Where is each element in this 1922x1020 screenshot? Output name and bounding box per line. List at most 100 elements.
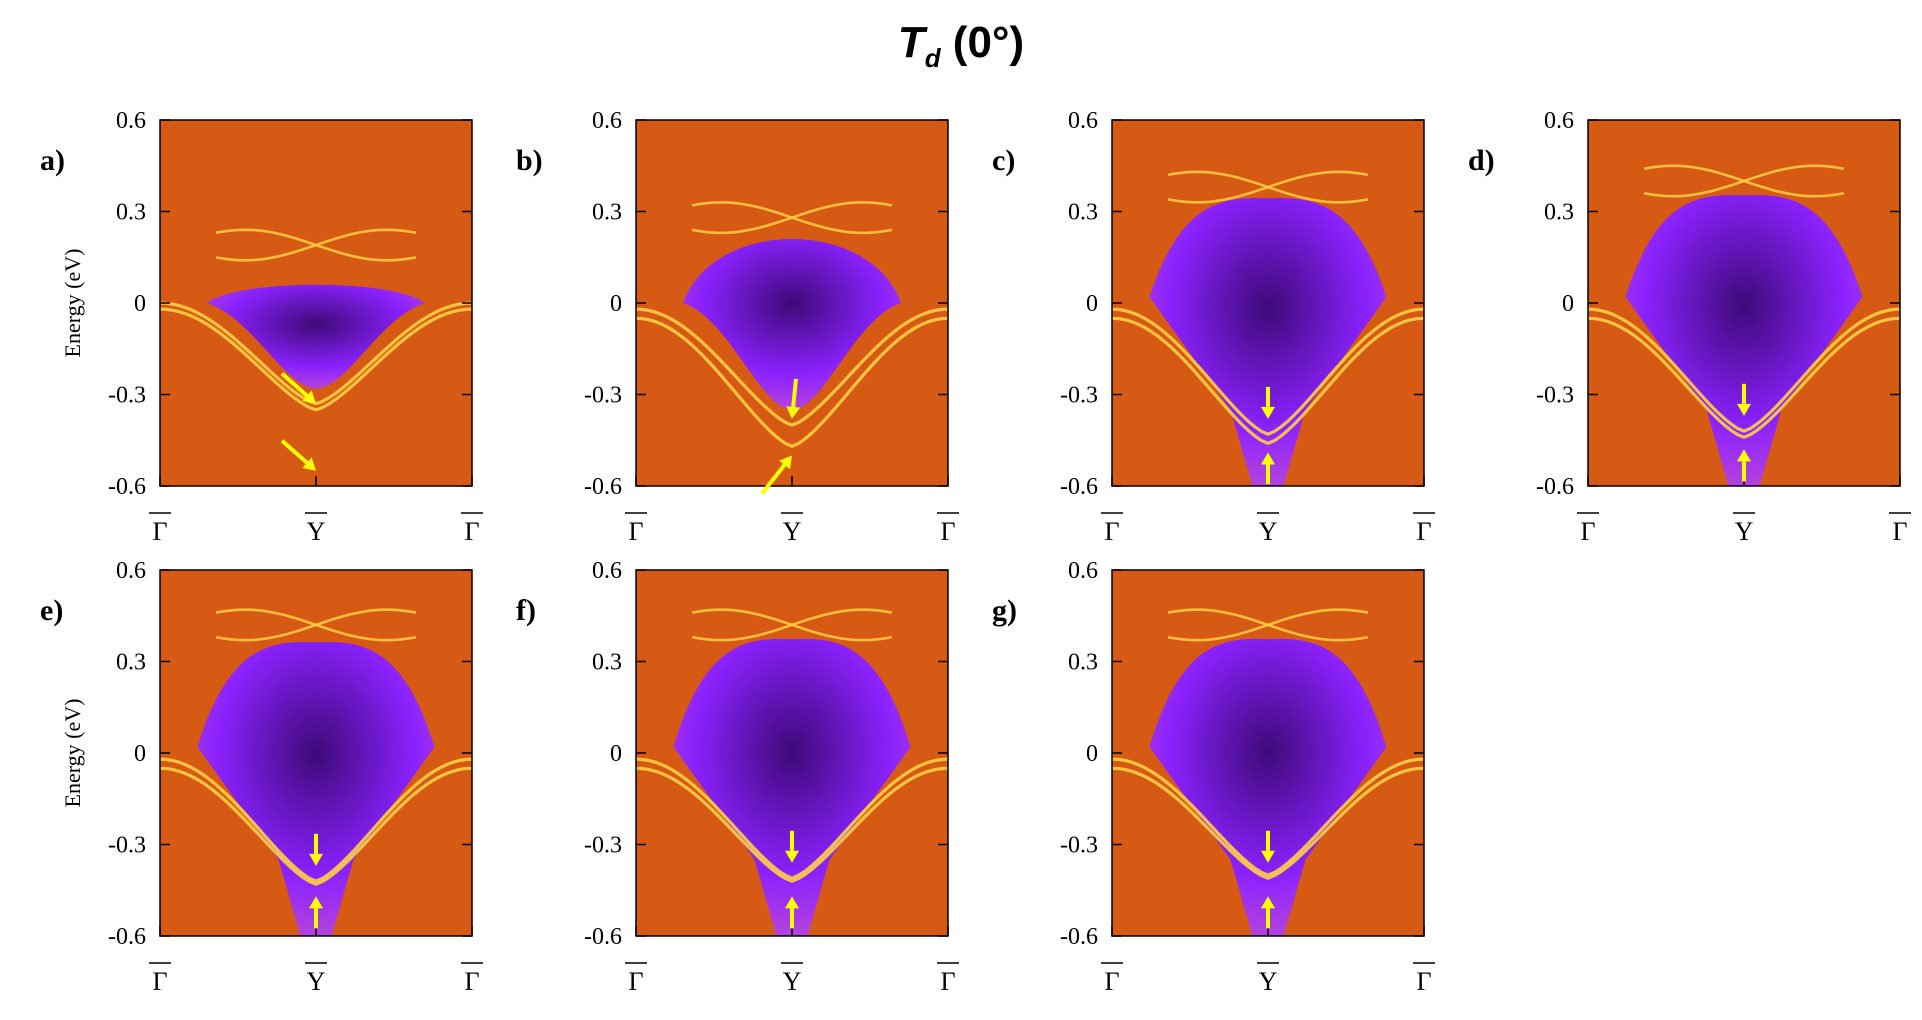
upper-band [1167,170,1369,204]
heatmap-layer [160,608,472,936]
arrow-marker [1261,896,1275,929]
x-tick-label: Γ [464,967,479,996]
chart-svg: 0.60.30-0.3-0.6Γ Y Γa)Energy (eV) [40,108,483,546]
y-tick-label: -0.3 [108,833,146,859]
y-tick-label: -0.6 [584,924,622,950]
x-tick-label: Γ [1580,517,1595,546]
arrow-marker [309,833,323,866]
bulk-gap-region [1149,638,1387,936]
panel-label: c) [992,144,1015,177]
x-tick-label: Γ [1416,517,1431,546]
panel-label: d) [1468,144,1495,177]
arrow-marker [785,896,799,929]
surface-band [636,307,948,427]
y-tick-label: -0.6 [584,474,622,500]
chart-svg: 0.60.30-0.3-0.6Γ Y Γd) [1468,108,1911,546]
x-tick-label: Γ [940,517,955,546]
y-tick-label: 0 [610,291,622,317]
y-tick-label: -0.3 [584,833,622,859]
surface-band [1112,757,1424,877]
panel-label: g) [992,594,1017,627]
x-tick-label: Y [783,967,802,996]
y-tick-label: -0.3 [1536,383,1574,409]
arrow-marker [760,455,792,495]
y-axis-label: Energy (eV) [60,249,85,358]
bulk-gap-region [1625,195,1863,486]
y-tick-label: 0.3 [1544,200,1574,226]
x-tick-label: Y [1259,517,1278,546]
surface-band [160,301,472,406]
y-tick-label: 0.3 [1068,200,1098,226]
y-tick-label: -0.3 [1060,383,1098,409]
y-tick-label: 0.3 [116,200,146,226]
surface-band [636,757,948,880]
y-tick-label: -0.3 [1060,833,1098,859]
x-tick-label: Γ [152,967,167,996]
y-tick-label: -0.6 [108,474,146,500]
x-tick-label: Γ [628,517,643,546]
x-tick-label: Y [783,517,802,546]
arrow-marker [786,378,801,419]
bulk-gap-region [673,638,911,936]
surface-band [636,766,948,883]
x-tick-label: Γ [940,967,955,996]
panel-label: a) [40,144,65,177]
bulk-gap-region [206,284,426,389]
y-tick-label: 0 [1086,741,1098,767]
surface-band [636,316,948,449]
title-symbol: T [897,18,925,67]
x-tick-label: Y [307,967,326,996]
x-tick-label: Γ [1892,517,1907,546]
panel-label: e) [40,594,63,627]
y-tick-label: 0.6 [592,108,622,134]
upper-band [691,201,893,235]
surface-band [1112,307,1424,436]
chart-svg: 0.60.30-0.3-0.6Γ Y Γb) [516,108,959,546]
heatmap-layer [1112,608,1424,936]
chart-svg: 0.60.30-0.3-0.6Γ Y Γe)Energy (eV) [40,558,483,996]
arrow-marker [1737,449,1751,482]
upper-band [1643,164,1845,198]
x-tick-label: Γ [628,967,643,996]
x-tick-label: Y [1735,517,1754,546]
surface-band [1588,316,1900,439]
y-tick-label: 0.3 [592,200,622,226]
x-tick-label: Γ [1104,517,1119,546]
title-subscript: d [924,43,941,73]
surface-band [160,307,472,412]
heatmap-layer [160,228,472,412]
y-tick-label: -0.6 [1536,474,1574,500]
y-tick-label: 0.6 [592,558,622,584]
heatmap-layer [1112,170,1424,486]
bulk-gap-region [682,238,902,410]
x-tick-label: Γ [1416,967,1431,996]
y-tick-label: 0 [610,741,622,767]
x-tick-label: Γ [152,517,167,546]
y-tick-label: 0.3 [1068,650,1098,676]
upper-band [215,228,417,262]
arrow-marker [1261,386,1275,419]
y-tick-label: -0.6 [1060,924,1098,950]
y-tick-label: 0 [1562,291,1574,317]
surface-band [1112,316,1424,446]
arrow-marker [309,896,323,929]
upper-band [1167,608,1369,642]
panel-label: f) [516,594,536,627]
surface-band [160,757,472,883]
x-tick-label: Y [1259,967,1278,996]
arrow-marker [280,439,316,471]
y-tick-label: -0.6 [108,924,146,950]
y-tick-label: 0.6 [1068,558,1098,584]
heatmap-layer [1588,164,1900,486]
title-suffix: (0°) [940,18,1025,67]
y-tick-label: 0.6 [1544,108,1574,134]
surface-band [160,766,472,886]
heatmap-layer [636,201,948,449]
y-axis-label: Energy (eV) [60,699,85,808]
